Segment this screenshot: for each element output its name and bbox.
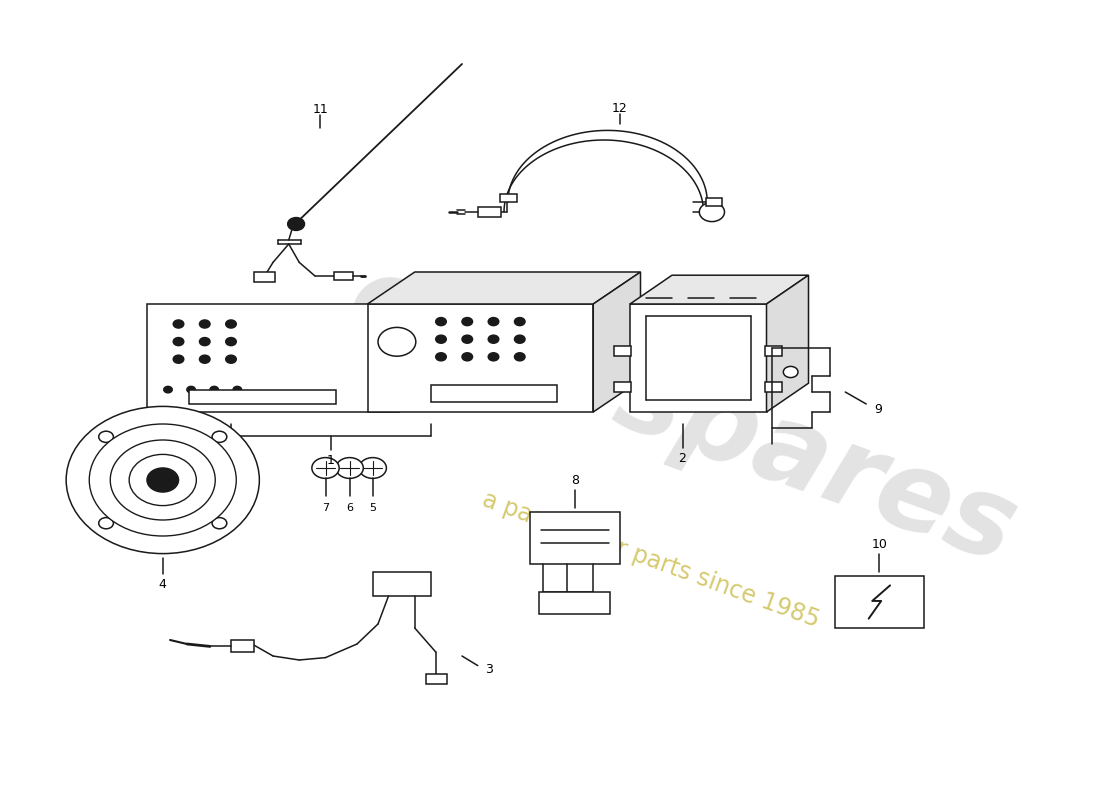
Circle shape: [436, 318, 447, 326]
Text: 2: 2: [679, 452, 686, 465]
Circle shape: [488, 318, 498, 326]
Circle shape: [515, 353, 525, 361]
Circle shape: [226, 320, 236, 328]
Text: 1: 1: [327, 454, 334, 466]
Circle shape: [359, 458, 386, 478]
Polygon shape: [767, 275, 808, 412]
Circle shape: [488, 335, 498, 343]
Circle shape: [129, 454, 197, 506]
Circle shape: [66, 406, 260, 554]
Bar: [254, 272, 275, 282]
Text: 6: 6: [346, 503, 353, 513]
Bar: [614, 382, 631, 392]
Bar: [499, 194, 517, 202]
Circle shape: [174, 320, 184, 328]
Circle shape: [212, 431, 227, 442]
Circle shape: [187, 386, 196, 393]
Circle shape: [436, 335, 447, 343]
Circle shape: [462, 353, 473, 361]
Bar: [231, 640, 254, 652]
Circle shape: [436, 353, 447, 361]
Bar: [189, 390, 336, 404]
Circle shape: [378, 327, 416, 356]
Bar: [530, 512, 619, 564]
Bar: [334, 272, 353, 280]
Polygon shape: [367, 304, 593, 412]
Bar: [427, 674, 448, 684]
Bar: [766, 346, 782, 356]
Circle shape: [226, 338, 236, 346]
Circle shape: [164, 386, 173, 393]
Polygon shape: [630, 304, 767, 412]
Circle shape: [174, 355, 184, 363]
Circle shape: [783, 366, 798, 378]
Text: 9: 9: [874, 403, 882, 416]
Circle shape: [462, 318, 473, 326]
Circle shape: [199, 355, 210, 363]
Circle shape: [288, 218, 305, 230]
Bar: [705, 198, 723, 206]
Text: 10: 10: [871, 538, 888, 550]
Bar: [636, 336, 657, 348]
Text: 3: 3: [485, 663, 493, 676]
Circle shape: [312, 458, 339, 478]
Circle shape: [210, 386, 219, 393]
Circle shape: [89, 424, 236, 536]
Circle shape: [147, 468, 178, 492]
Polygon shape: [593, 272, 640, 412]
Circle shape: [199, 320, 210, 328]
Text: 5: 5: [370, 503, 376, 513]
Text: 7: 7: [322, 503, 329, 513]
Circle shape: [462, 335, 473, 343]
Text: 12: 12: [612, 102, 627, 115]
Circle shape: [174, 338, 184, 346]
Text: a passion for parts since 1985: a passion for parts since 1985: [480, 488, 823, 632]
Circle shape: [233, 386, 242, 393]
Circle shape: [226, 355, 236, 363]
Bar: [373, 572, 430, 596]
Circle shape: [488, 353, 498, 361]
Circle shape: [515, 318, 525, 326]
Bar: [539, 592, 610, 614]
Circle shape: [199, 338, 210, 346]
Polygon shape: [367, 272, 640, 304]
Bar: [477, 207, 500, 217]
Circle shape: [99, 431, 113, 442]
Polygon shape: [630, 275, 808, 304]
Bar: [766, 382, 782, 392]
Text: 11: 11: [312, 103, 328, 116]
Circle shape: [336, 458, 363, 478]
Text: eurospares: eurospares: [334, 246, 1031, 586]
Circle shape: [99, 518, 113, 529]
Polygon shape: [147, 304, 399, 412]
Circle shape: [212, 518, 227, 529]
Bar: [835, 576, 924, 628]
Circle shape: [110, 440, 216, 520]
Text: 4: 4: [158, 578, 167, 590]
Text: 8: 8: [571, 474, 579, 486]
Circle shape: [515, 335, 525, 343]
Bar: [614, 346, 631, 356]
Circle shape: [700, 202, 725, 222]
Bar: [430, 385, 557, 402]
